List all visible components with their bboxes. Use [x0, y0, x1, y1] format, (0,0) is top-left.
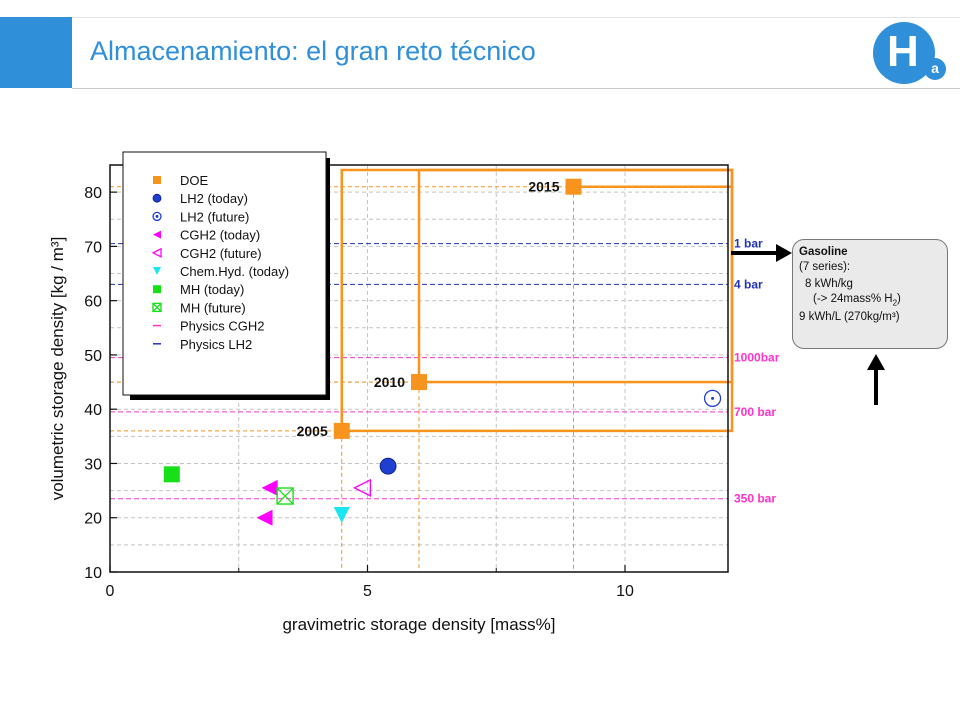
- page-title: Almacenamiento: el gran reto técnico: [90, 36, 536, 66]
- legend-marker: [152, 193, 162, 203]
- point-lh2-future: [703, 389, 722, 407]
- header-divider: [72, 88, 960, 89]
- legend-label: MH (today): [180, 282, 244, 297]
- legend-label: DOE: [180, 173, 209, 188]
- doe-target-label: 2010: [374, 374, 405, 390]
- legend-label: CGH2 (today): [180, 228, 260, 243]
- doe-target-marker: [565, 178, 582, 195]
- x-tick-label: 0: [106, 583, 115, 600]
- physics-label: 4 bar: [734, 277, 763, 291]
- legend-marker: [153, 267, 161, 275]
- point-cgh2-today: [256, 509, 273, 526]
- gasoline-energy-volume: 9 kWh/L (270kg/m³): [799, 311, 900, 324]
- gasoline-energy-mass: 8 kWh/kg: [805, 278, 853, 290]
- legend-label: Physics CGH2: [180, 319, 265, 334]
- doe-target-label: 2015: [528, 179, 559, 195]
- x-tick-label: 5: [363, 583, 372, 600]
- legend-label: LH2 (future): [180, 209, 249, 224]
- arrows: [731, 244, 885, 405]
- arrow-right-head: [776, 244, 792, 262]
- legend-marker: [153, 230, 161, 239]
- y-tick-label: 10: [84, 565, 102, 582]
- gasoline-mass-sub: 2: [892, 298, 898, 308]
- y-tick-label: 80: [84, 185, 102, 202]
- doe-target-box: [417, 168, 734, 384]
- point-mh-today: [163, 466, 180, 483]
- y-tick-label: 30: [84, 456, 102, 473]
- physics-label: 1 bar: [734, 237, 763, 251]
- doe-target-marker: [411, 374, 427, 391]
- gasoline-mass-equivalent: (-> 24mass% H2): [799, 292, 941, 310]
- legend-label: LH2 (today): [180, 191, 248, 206]
- gasoline-title: Gasoline: [799, 246, 848, 258]
- doe-target-marker: [333, 422, 350, 439]
- legend-marker: [153, 285, 161, 294]
- point-lh2-today: [379, 457, 397, 475]
- physics-label: 700 bar: [734, 405, 776, 419]
- y-tick-label: 20: [84, 511, 102, 528]
- arrow-up-head: [867, 354, 885, 370]
- y-tick-label: 70: [84, 239, 102, 256]
- header-top-divider: [72, 17, 960, 18]
- point-cgh2-future: [352, 478, 372, 497]
- gasoline-series: (7 series):: [799, 261, 851, 273]
- legend-label: Chem.Hyd. (today): [180, 264, 289, 279]
- legend-label: MH (future): [180, 300, 246, 315]
- gasoline-mass-close: ): [897, 293, 901, 305]
- y-tick-label: 60: [84, 294, 102, 311]
- header-accent-block: [0, 17, 72, 88]
- doe-target-label: 2005: [297, 423, 328, 439]
- legend-marker: [152, 302, 162, 313]
- logo-subscript: a: [924, 58, 946, 80]
- legend: DOE LH2 (today) LH2 (future) CGH2 (today) CG…: [122, 151, 330, 400]
- point-chem-hyd-today: [333, 507, 350, 524]
- physics-label: 350 bar: [734, 492, 776, 506]
- y-tick-label: 50: [84, 348, 102, 365]
- point-cgh2-today: [261, 479, 278, 496]
- legend-label: CGH2 (future): [180, 246, 262, 261]
- y-axis-label: volumetric storage density [kg / m³]: [48, 237, 67, 501]
- legend-label: Physics LH2: [180, 337, 252, 352]
- data-points: [163, 389, 722, 526]
- y-tick-label: 40: [84, 402, 102, 419]
- legend-marker: [151, 247, 162, 258]
- gasoline-info-box: Gasoline (7 series): 8 kWh/kg (-> 24mass…: [792, 239, 948, 349]
- legend-marker: [152, 211, 162, 222]
- x-tick-label: 10: [616, 583, 634, 600]
- plot-frame: [109, 164, 729, 573]
- legend-marker: [153, 176, 161, 184]
- x-axis-label: gravimetric storage density [mass%]: [282, 615, 555, 634]
- logo-letter: H: [887, 27, 919, 76]
- gasoline-mass-text: (-> 24mass% H: [813, 293, 893, 305]
- point-mh-future: [276, 487, 294, 505]
- axes: 0 5 10 10 20 30 40 50 60 70 80 gravimetric storage …: [48, 164, 729, 634]
- physics-label: 1000bar: [734, 351, 780, 365]
